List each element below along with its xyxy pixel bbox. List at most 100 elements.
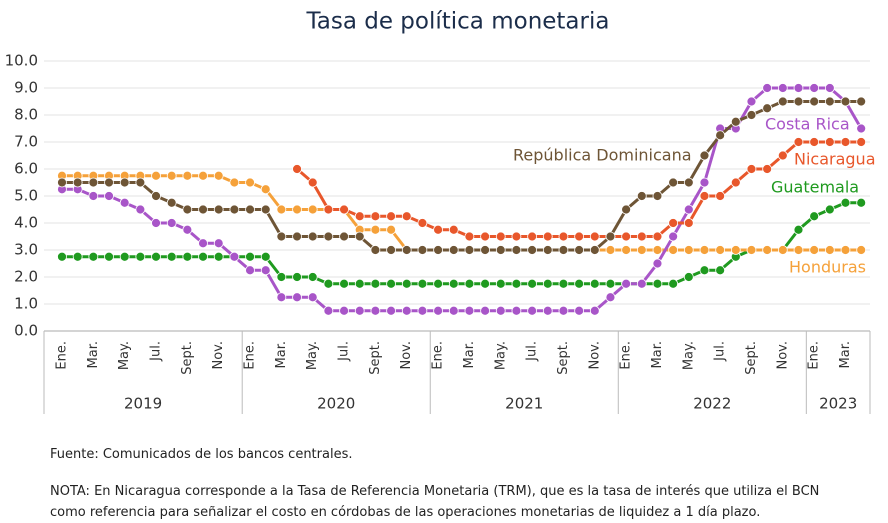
data-point — [730, 177, 741, 188]
data-point — [527, 305, 537, 316]
data-point — [448, 224, 459, 235]
data-point — [621, 204, 632, 215]
y-tick-label: 2.0 — [14, 268, 38, 286]
x-tick-label: Jul. — [149, 341, 164, 362]
series-label: República Dominicana — [513, 146, 692, 165]
data-point — [151, 170, 161, 181]
data-point — [276, 292, 287, 303]
data-point — [433, 305, 443, 316]
data-point — [370, 305, 381, 316]
data-point — [354, 231, 365, 242]
data-point — [417, 245, 428, 255]
x-tick-label: Ene. — [55, 341, 70, 370]
data-point — [840, 96, 851, 107]
y-tick-label: 8.0 — [14, 106, 38, 124]
data-point — [151, 251, 161, 262]
data-point — [401, 278, 412, 289]
data-point — [464, 231, 475, 242]
chart-title: Tasa de política monetaria — [306, 9, 610, 35]
data-point — [511, 245, 522, 255]
data-point — [699, 177, 710, 188]
data-point — [495, 245, 506, 255]
data-point — [182, 170, 193, 181]
data-point — [762, 83, 773, 93]
data-point — [72, 251, 83, 262]
data-point — [370, 224, 381, 235]
data-point — [777, 96, 788, 107]
data-point — [668, 218, 679, 228]
data-point — [699, 265, 710, 276]
x-tick-label: Mar. — [86, 341, 101, 368]
x-tick-label: Nov. — [587, 341, 602, 370]
data-point — [699, 191, 710, 201]
data-point — [856, 137, 867, 147]
data-point — [401, 305, 412, 316]
x-tick-label: Sept. — [556, 341, 571, 375]
year-label: 2021 — [505, 395, 543, 413]
y-tick-label: 5.0 — [14, 187, 38, 205]
data-point — [480, 245, 490, 255]
data-point — [57, 177, 67, 188]
data-point — [213, 170, 224, 181]
data-point — [668, 231, 679, 242]
data-point — [417, 305, 428, 316]
data-point — [574, 231, 585, 242]
data-point — [182, 224, 193, 235]
data-point — [292, 272, 302, 282]
data-point — [229, 204, 240, 215]
data-point — [464, 278, 475, 289]
data-point — [245, 265, 255, 276]
data-point — [370, 211, 381, 222]
data-point — [621, 245, 632, 255]
data-point — [605, 278, 616, 289]
data-point — [793, 245, 804, 255]
data-point — [589, 231, 600, 242]
data-point — [856, 96, 867, 107]
y-tick-label: 0.0 — [14, 322, 38, 340]
data-point — [809, 83, 820, 93]
data-point — [730, 245, 741, 255]
data-point — [699, 150, 710, 161]
data-point — [339, 305, 349, 316]
data-point — [88, 177, 99, 188]
data-point — [464, 305, 475, 316]
data-point — [652, 191, 663, 201]
data-point — [307, 231, 318, 242]
y-tick-label: 9.0 — [14, 79, 38, 97]
data-point — [354, 278, 365, 289]
data-point — [135, 204, 146, 215]
data-point — [213, 204, 224, 215]
chart: Tasa de política monetaria 0.0 1.0 2.0 3.0 4… — [5, 9, 876, 414]
data-point — [824, 137, 835, 147]
data-point — [511, 278, 522, 289]
data-point — [276, 204, 287, 215]
data-point — [119, 197, 130, 208]
data-point — [589, 278, 600, 289]
note: NOTA: En Nicaragua corresponde a la Tasa… — [50, 484, 820, 520]
data-point — [793, 224, 804, 235]
data-point — [480, 278, 490, 289]
data-point — [746, 96, 757, 107]
data-point — [809, 137, 820, 147]
data-point — [354, 211, 365, 222]
data-point — [339, 278, 349, 289]
data-point — [715, 245, 726, 255]
data-point — [824, 83, 835, 93]
data-point — [260, 265, 271, 276]
data-point — [558, 278, 569, 289]
x-tick-label: Sept. — [368, 341, 383, 375]
data-point — [511, 305, 522, 316]
data-point — [323, 278, 334, 289]
data-point — [840, 137, 851, 147]
data-point — [683, 177, 694, 188]
x-tick-label: Jul. — [337, 341, 352, 362]
data-point — [135, 177, 146, 188]
x-tick-label: May. — [305, 341, 320, 370]
data-point — [307, 292, 318, 303]
x-tick-label: Ene. — [807, 341, 822, 370]
data-point — [652, 245, 663, 255]
data-point — [166, 251, 177, 262]
data-point — [339, 231, 349, 242]
data-point — [777, 150, 788, 161]
data-point — [323, 305, 334, 316]
